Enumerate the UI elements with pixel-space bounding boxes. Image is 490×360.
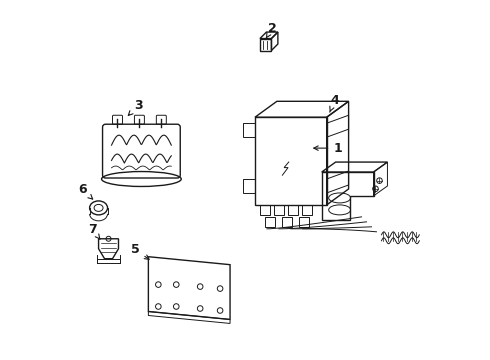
Text: 3: 3 <box>128 99 143 116</box>
Text: 4: 4 <box>330 94 339 112</box>
Text: 1: 1 <box>314 141 342 155</box>
Text: 6: 6 <box>78 184 93 199</box>
Text: 2: 2 <box>266 22 276 38</box>
Text: 5: 5 <box>131 243 149 259</box>
Text: 7: 7 <box>88 223 100 239</box>
